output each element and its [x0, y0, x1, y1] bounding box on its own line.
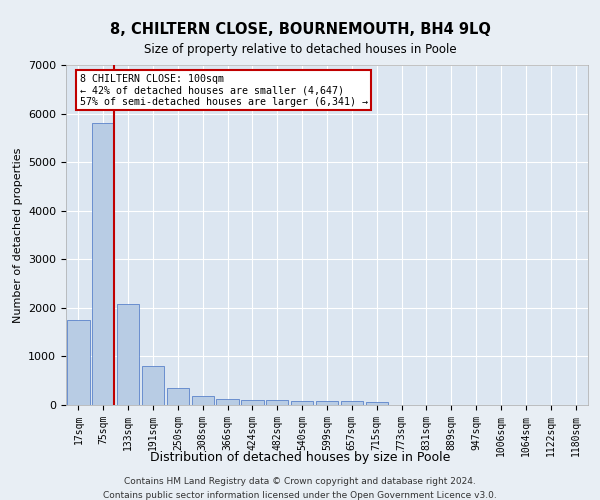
Bar — [341, 401, 363, 405]
Bar — [117, 304, 139, 405]
Bar — [291, 401, 313, 405]
Text: Distribution of detached houses by size in Poole: Distribution of detached houses by size … — [150, 451, 450, 464]
Bar — [365, 402, 388, 405]
Y-axis label: Number of detached properties: Number of detached properties — [13, 148, 23, 322]
Bar — [191, 396, 214, 405]
Bar — [241, 400, 263, 405]
Bar — [167, 388, 189, 405]
Text: Size of property relative to detached houses in Poole: Size of property relative to detached ho… — [143, 42, 457, 56]
Text: Contains HM Land Registry data © Crown copyright and database right 2024.: Contains HM Land Registry data © Crown c… — [124, 478, 476, 486]
Bar — [142, 366, 164, 405]
Bar — [217, 399, 239, 405]
Text: 8 CHILTERN CLOSE: 100sqm
← 42% of detached houses are smaller (4,647)
57% of sem: 8 CHILTERN CLOSE: 100sqm ← 42% of detach… — [80, 74, 368, 107]
Bar — [92, 124, 115, 405]
Bar — [67, 320, 89, 405]
Text: Contains public sector information licensed under the Open Government Licence v3: Contains public sector information licen… — [103, 491, 497, 500]
Text: 8, CHILTERN CLOSE, BOURNEMOUTH, BH4 9LQ: 8, CHILTERN CLOSE, BOURNEMOUTH, BH4 9LQ — [110, 22, 490, 38]
Bar — [266, 400, 289, 405]
Bar — [316, 402, 338, 405]
